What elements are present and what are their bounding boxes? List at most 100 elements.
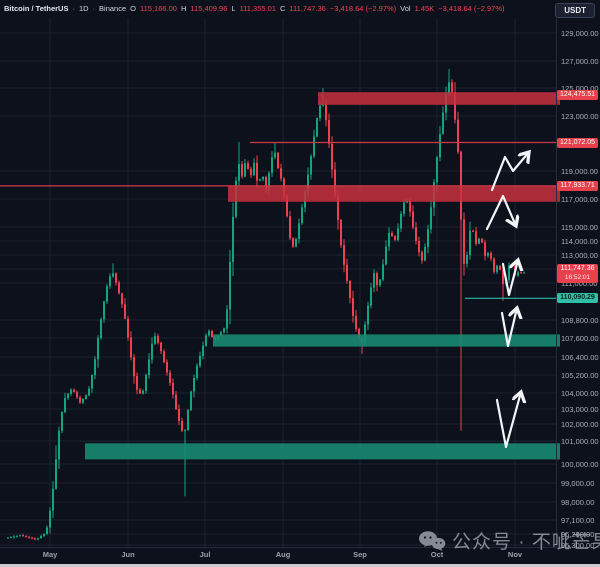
- candle: [280, 163, 282, 182]
- price-tick-label: 119,000.00: [561, 167, 598, 176]
- candle: [157, 333, 159, 345]
- volume-value: 1.45K: [414, 4, 435, 13]
- candle: [298, 218, 300, 244]
- candle: [7, 537, 9, 539]
- candle: [421, 250, 423, 264]
- candle: [121, 292, 123, 308]
- candle: [49, 507, 51, 534]
- price-tick-label: 101,000.00: [561, 437, 599, 446]
- candle: [166, 359, 168, 376]
- candle: [517, 270, 519, 278]
- candle: [271, 151, 273, 177]
- price-tick-label: 98,000.00: [561, 498, 595, 507]
- candle: [205, 333, 207, 347]
- time-axis[interactable]: May Jun Jul Aug Sep Oct Nov: [0, 547, 600, 563]
- time-axis-label: May: [42, 550, 58, 559]
- candle: [61, 411, 63, 434]
- candle: [55, 445, 57, 490]
- price-tick-label: 108,800.00: [561, 316, 599, 325]
- price-tick-label: 117,000.00: [561, 195, 598, 204]
- candle: [112, 263, 114, 278]
- candle: [379, 279, 381, 287]
- candle: [76, 390, 78, 399]
- price-tick-label: 127,000.00: [561, 57, 599, 66]
- candle: [313, 129, 315, 159]
- supply-zone-main[interactable]: [228, 185, 560, 202]
- projection-arrow-reject-down[interactable]: [485, 194, 516, 231]
- candle: [133, 354, 135, 384]
- candle: [391, 231, 393, 237]
- candle: [472, 229, 474, 233]
- candle: [292, 237, 294, 248]
- supply-zone-upper[interactable]: [318, 92, 560, 105]
- candle: [247, 160, 249, 170]
- time-axis-label: Jun: [121, 550, 135, 559]
- price-tick-label: 125,000.00: [561, 84, 599, 93]
- candle: [241, 161, 243, 179]
- price-tick-label: 97,100.00: [561, 516, 595, 525]
- projection-arrow-bounce-3[interactable]: [495, 392, 521, 449]
- candle: [367, 301, 369, 331]
- candle: [262, 176, 264, 182]
- wechat-icon: [419, 530, 446, 551]
- candle: [229, 250, 231, 325]
- candle: [139, 388, 141, 395]
- low-value: 111,355.01: [239, 4, 276, 13]
- candle: [151, 337, 153, 364]
- candle: [223, 327, 225, 334]
- candle: [340, 218, 342, 248]
- candle: [31, 536, 33, 540]
- candle: [187, 409, 189, 431]
- price-level-tag: 124,475.51: [557, 90, 598, 101]
- candle: [394, 235, 396, 242]
- price-tick-label: 99,000.00: [561, 479, 595, 488]
- candle: [22, 533, 24, 537]
- candle: [316, 117, 318, 138]
- candle: [430, 200, 432, 234]
- candle: [142, 389, 144, 395]
- open-value: 115,166.00: [140, 4, 177, 13]
- candle: [202, 341, 204, 360]
- candle: [46, 525, 48, 535]
- candle: [100, 317, 102, 340]
- candle: [259, 178, 261, 182]
- candle: [124, 298, 126, 320]
- candle: [427, 224, 429, 254]
- candle: [67, 392, 69, 400]
- candle: [349, 280, 351, 304]
- symbol-name[interactable]: Bitcoin / TetherUS: [4, 4, 69, 13]
- candle: [295, 237, 297, 248]
- candle: [310, 154, 312, 180]
- candle: [43, 533, 45, 537]
- currency-toggle-button[interactable]: USDT: [555, 3, 595, 18]
- candle: [523, 271, 525, 274]
- candle: [511, 264, 513, 268]
- candle: [91, 374, 93, 393]
- interval-label[interactable]: 1D: [78, 4, 89, 13]
- demand-zone-upper[interactable]: [213, 334, 560, 347]
- projection-arrow-bounce-1[interactable]: [501, 260, 518, 297]
- price-tick-label: 104,000.00: [561, 389, 599, 398]
- candle: [502, 267, 504, 301]
- demand-zone-lower[interactable]: [85, 443, 560, 460]
- candlestick-series: [7, 69, 525, 541]
- candle: [352, 290, 354, 323]
- candle: [199, 351, 201, 368]
- candle: [343, 239, 345, 273]
- candle: [136, 372, 138, 395]
- candle: [184, 429, 186, 497]
- projection-arrow-bounce-2[interactable]: [500, 308, 517, 348]
- high-label: H: [180, 4, 187, 13]
- candle: [301, 203, 303, 225]
- candle: [250, 166, 252, 178]
- candle: [415, 221, 417, 245]
- candle: [484, 239, 486, 261]
- price-level-tag: 121,072.05: [557, 137, 598, 148]
- projection-arrow-breakout-up[interactable]: [490, 152, 529, 192]
- price-axis[interactable]: 129,000.00 127,000.00 125,000.00 123,000.00…: [556, 18, 600, 550]
- candle: [469, 221, 471, 260]
- candle: [130, 331, 132, 361]
- candle: [424, 243, 426, 262]
- candle: [97, 335, 99, 368]
